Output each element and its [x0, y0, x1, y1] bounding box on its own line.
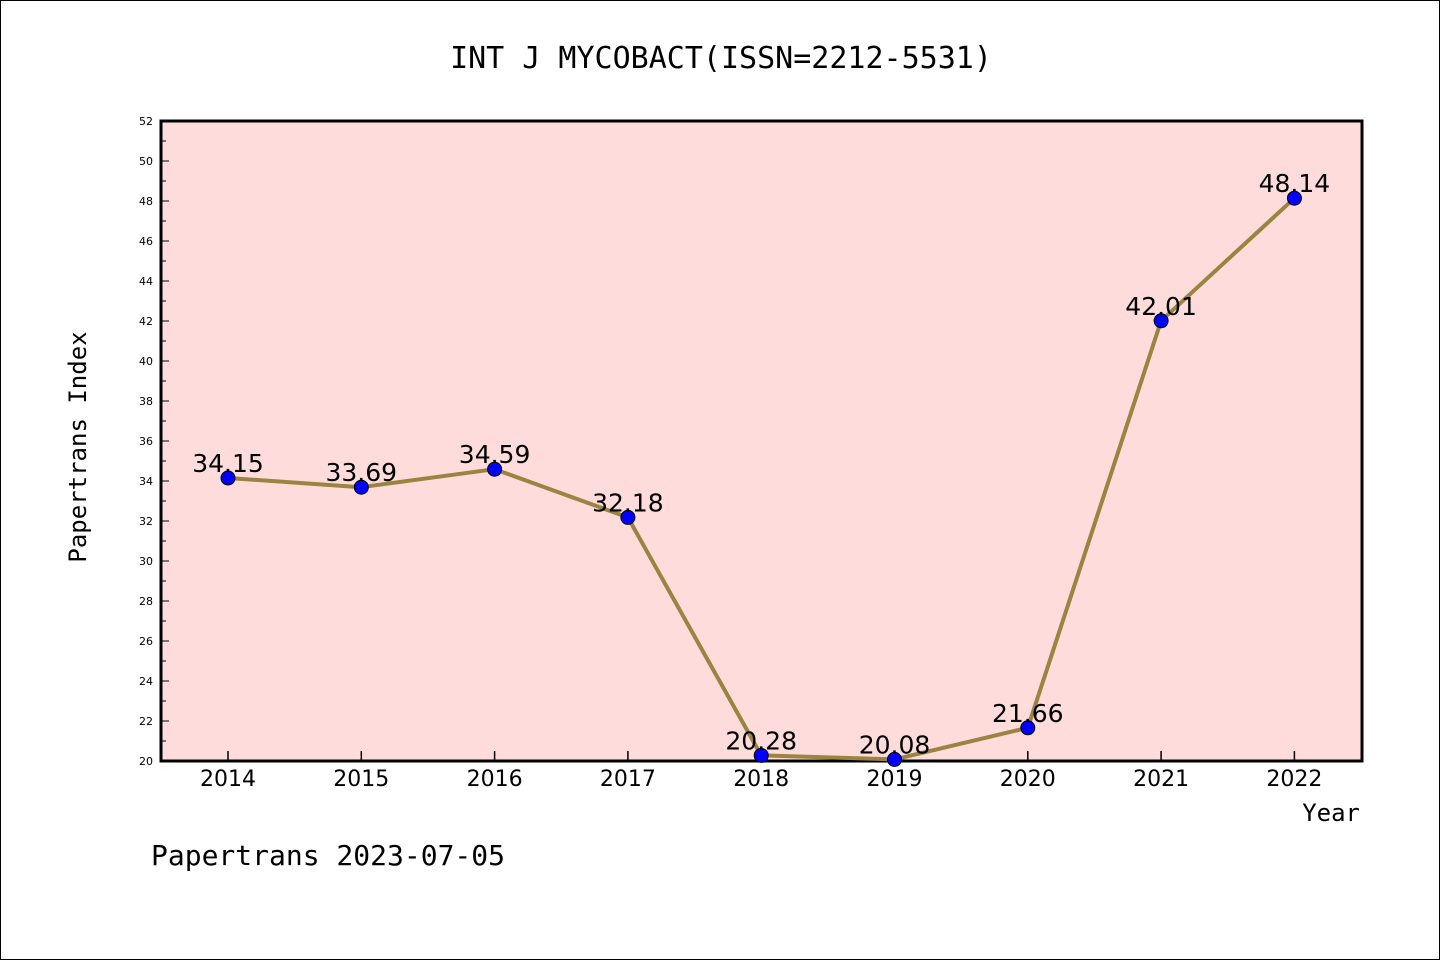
data-point	[1020, 720, 1036, 736]
data-label: 42.01	[1125, 292, 1197, 321]
data-label: 34.59	[459, 440, 531, 469]
y-tick-label: 26	[139, 635, 153, 648]
y-axis-ticks: 20 22 24 26 28 30 32 34 36 38 40 42 44 46 48 50 52	[139, 115, 169, 768]
y-tick-label: 22	[139, 715, 153, 728]
data-point	[753, 747, 769, 763]
data-label: 33.69	[326, 458, 398, 487]
y-tick-label: 34	[139, 475, 153, 488]
x-tick-label: 2014	[200, 767, 256, 792]
y-tick-label: 20	[139, 755, 153, 768]
y-tick-label: 48	[139, 195, 153, 208]
y-tick-label: 44	[139, 275, 153, 288]
x-axis-label: Year	[1302, 799, 1360, 827]
x-axis-ticks: 2014 2015 2016 2017 2018 2019 2020 2021 2022	[200, 751, 1322, 792]
x-tick-label: 2021	[1133, 767, 1189, 792]
y-tick-label: 30	[139, 555, 153, 568]
x-tick-label: 2019	[867, 767, 923, 792]
chart-title: INT J MYCOBACT(ISSN=2212-5531)	[450, 41, 992, 76]
data-label: 34.15	[192, 449, 264, 478]
y-axis-label: Papertrans Index	[64, 331, 92, 562]
y-tick-label: 52	[139, 115, 153, 128]
x-tick-label: 2017	[600, 767, 656, 792]
y-tick-label: 28	[139, 595, 153, 608]
data-label: 32.18	[592, 488, 664, 517]
y-tick-label: 38	[139, 395, 153, 408]
x-tick-label: 2015	[333, 767, 389, 792]
data-label: 48.14	[1259, 169, 1331, 198]
data-point	[1286, 190, 1302, 206]
y-tick-label: 42	[139, 315, 153, 328]
data-point	[887, 751, 902, 767]
data-label: 20.28	[725, 726, 797, 755]
x-tick-label: 2020	[1000, 767, 1056, 792]
y-tick-label: 24	[139, 675, 153, 688]
x-tick-label: 2022	[1266, 767, 1322, 792]
data-point	[1153, 313, 1169, 329]
plot-area	[159, 119, 1364, 763]
x-tick-label: 2016	[467, 767, 523, 792]
data-point	[220, 470, 236, 486]
data-label: 20.08	[859, 730, 931, 759]
data-point	[487, 461, 503, 477]
footer-text: Papertrans 2023-07-05	[151, 839, 505, 872]
x-tick-label: 2018	[733, 767, 789, 792]
series-line-group	[220, 190, 1302, 767]
y-tick-label: 40	[139, 355, 153, 368]
y-tick-label: 46	[139, 235, 153, 248]
data-label: 21.66	[992, 699, 1064, 728]
y-tick-label: 50	[139, 155, 153, 168]
y-tick-label: 36	[139, 435, 153, 448]
y-tick-label: 32	[139, 515, 153, 528]
data-point	[353, 479, 369, 495]
data-point	[620, 509, 636, 525]
data-labels-group: 34.15 33.69 34.59 32.18 20.28 20.08 21.66 42.01…	[192, 169, 1330, 759]
